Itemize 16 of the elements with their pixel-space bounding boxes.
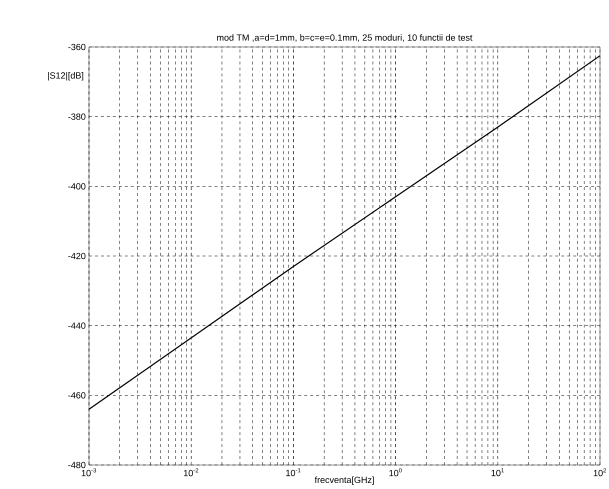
x-axis-title: frecventa[GHz]: [314, 476, 374, 485]
x-tick-label: 10$^{2}$: [594, 468, 606, 476]
x-tick-label: 10$^{0}$: [389, 468, 402, 476]
chart-title: mod TM ,a=d=1mm, b=c=e=0.1mm, 25 moduri, 10 functii de test: [217, 34, 472, 42]
y-tick-label: -440: [68, 322, 86, 329]
y-tick-label: -360: [68, 44, 86, 50]
y-tick-label: -460: [68, 392, 86, 399]
y-tick-label: -380: [68, 113, 86, 120]
y-axis-title: |S12|[dB]: [48, 72, 84, 80]
x-tick-label: 10$^{1}$: [492, 468, 504, 476]
y-tick-label: -480: [68, 462, 86, 468]
y-tick-label: -400: [68, 183, 86, 190]
x-tick-label: 10$^{-1}$: [286, 468, 300, 476]
x-tick-label: 10$^{-2}$: [184, 468, 198, 476]
x-tick-label: 10$^{-3}$: [82, 468, 96, 476]
y-tick-label: -420: [68, 252, 86, 260]
